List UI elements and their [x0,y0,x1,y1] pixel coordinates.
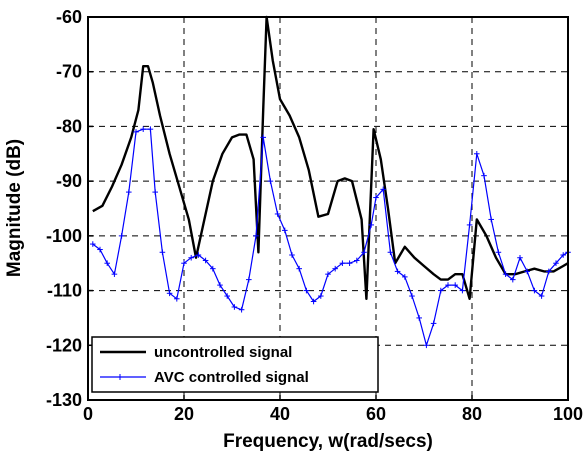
data-point [202,257,209,264]
data-point [231,304,238,310]
data-point [224,293,230,299]
data-point [253,233,259,239]
y-tick-label: -130 [46,390,82,410]
data-point [217,282,223,288]
data-point [238,306,245,313]
data-point [459,287,466,294]
data-point [430,320,437,327]
series-uncontrolled [92,15,569,300]
data-point [416,315,422,321]
series-avc-controlled [90,126,571,349]
series-layer [90,15,571,349]
data-point [488,216,494,223]
data-point [560,252,566,258]
data-point [188,254,194,261]
data-point [282,227,288,234]
data-point [380,186,386,193]
data-point [502,271,509,277]
legend-entry: uncontrolled signal [100,344,292,361]
legend-label: uncontrolled signal [154,344,292,361]
x-tick-label: 20 [174,404,194,424]
data-point [210,265,216,272]
data-point [246,276,252,283]
data-point [289,252,295,258]
data-point [318,293,324,299]
data-point [339,260,346,267]
data-point [147,126,154,132]
data-point [310,298,317,305]
data-point [452,282,458,288]
data-point [260,134,266,141]
data-point [402,274,408,280]
data-point [409,293,415,299]
x-axis-label: Frequency, w(rad/secs) [223,431,433,452]
y-tick-label: -70 [56,62,82,82]
data-point [423,342,430,349]
x-tick-label: 100 [553,404,583,424]
data-point [346,260,353,267]
ticks: 0 20 40 60 80 100 -60 -70 -80 -90 -100 -110 -120 -130 [46,7,583,424]
legend-label: AVC controlled signal [154,369,309,386]
data-point [166,290,173,297]
x-tick-label: 0 [83,404,93,424]
data-point [466,222,473,228]
data-point [111,271,118,277]
y-axis-label: Magnitude (dB) [4,139,25,277]
data-point [296,265,302,272]
data-point [97,246,103,253]
plot-frame [87,16,569,401]
data-point [361,249,367,256]
data-point [394,268,401,275]
data-point [104,260,110,267]
data-point [90,241,96,247]
data-point [133,129,139,135]
x-tick-label: 80 [462,404,482,424]
data-point [510,276,516,283]
data-point [181,260,187,267]
data-point [195,252,202,258]
x-tick-label: 40 [270,404,290,424]
y-tick-label: -90 [56,171,82,191]
data-point [354,257,360,264]
data-point [140,126,146,132]
data-point [126,189,132,195]
data-point [325,271,331,277]
data-point [387,249,394,256]
legend-box [91,336,379,393]
legend: uncontrolled signal AVC controlled signal [91,336,379,393]
data-point [438,287,444,294]
data-point [538,293,545,299]
y-tick-label: -80 [56,116,82,136]
x-tick-label: 60 [366,404,386,424]
y-tick-label: -100 [46,226,82,246]
y-tick-label: -110 [47,281,82,301]
data-point [531,287,538,294]
data-point [303,287,310,294]
data-point [445,282,451,288]
data-point [517,254,523,261]
data-point [553,260,559,267]
data-point [159,249,166,256]
data-point [332,265,338,272]
data-point [267,178,274,184]
data-point [373,194,379,201]
data-point [546,268,552,275]
y-tick-label: -60 [56,7,82,27]
series-line [92,15,569,300]
y-tick-label: -120 [46,335,82,355]
data-point [495,249,502,256]
grid [88,17,568,400]
data-point [174,295,180,302]
data-point [368,222,374,228]
data-point [481,172,487,179]
plot-background [88,17,568,400]
data-point [474,150,480,157]
data-point [524,268,530,275]
data-point [152,189,158,195]
data-point [118,233,125,239]
series-line [92,128,569,346]
data-point [274,211,281,217]
legend-entry: AVC controlled signal [100,369,309,386]
